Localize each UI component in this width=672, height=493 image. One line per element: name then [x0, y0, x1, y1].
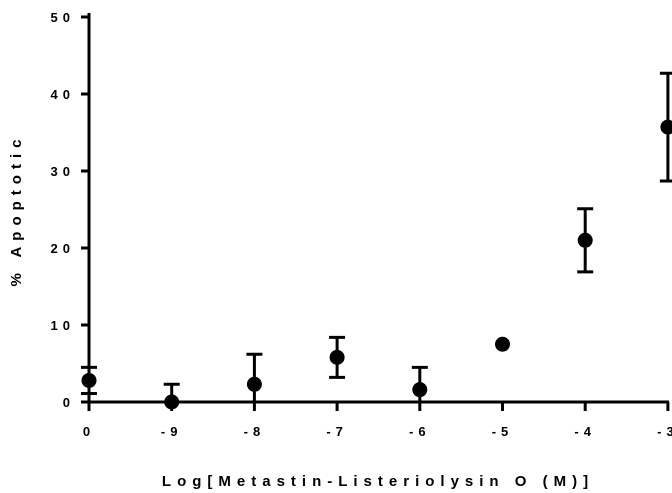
y-tick-label: 50: [51, 10, 75, 25]
x-tick-label: -4: [574, 424, 596, 439]
data-point: [495, 336, 510, 352]
data-point: [81, 372, 97, 388]
y-axis-title: % Apoptotic: [8, 134, 25, 287]
x-tick-label: -9: [161, 424, 183, 439]
data-point: [660, 119, 672, 135]
x-tick-label: 0: [83, 424, 95, 439]
data-point: [329, 349, 345, 365]
data-point: [246, 376, 262, 392]
data-point: [164, 394, 180, 410]
x-tick-label: -8: [244, 424, 266, 439]
x-tick-label: -6: [409, 424, 431, 439]
x-tick-label: -7: [326, 424, 348, 439]
x-axis-title: Log[Metastin-Listeriolysin O (M)]: [162, 473, 594, 490]
data-point: [412, 382, 428, 398]
data-point: [577, 232, 593, 248]
x-tick-label: -3: [657, 424, 672, 439]
y-tick-label: 10: [51, 318, 75, 333]
y-tick-label: 0: [63, 395, 75, 410]
y-tick-label: 40: [51, 87, 75, 102]
y-tick-label: 30: [51, 164, 75, 179]
x-tick-label: -5: [492, 424, 514, 439]
y-tick-label: 20: [51, 241, 75, 256]
